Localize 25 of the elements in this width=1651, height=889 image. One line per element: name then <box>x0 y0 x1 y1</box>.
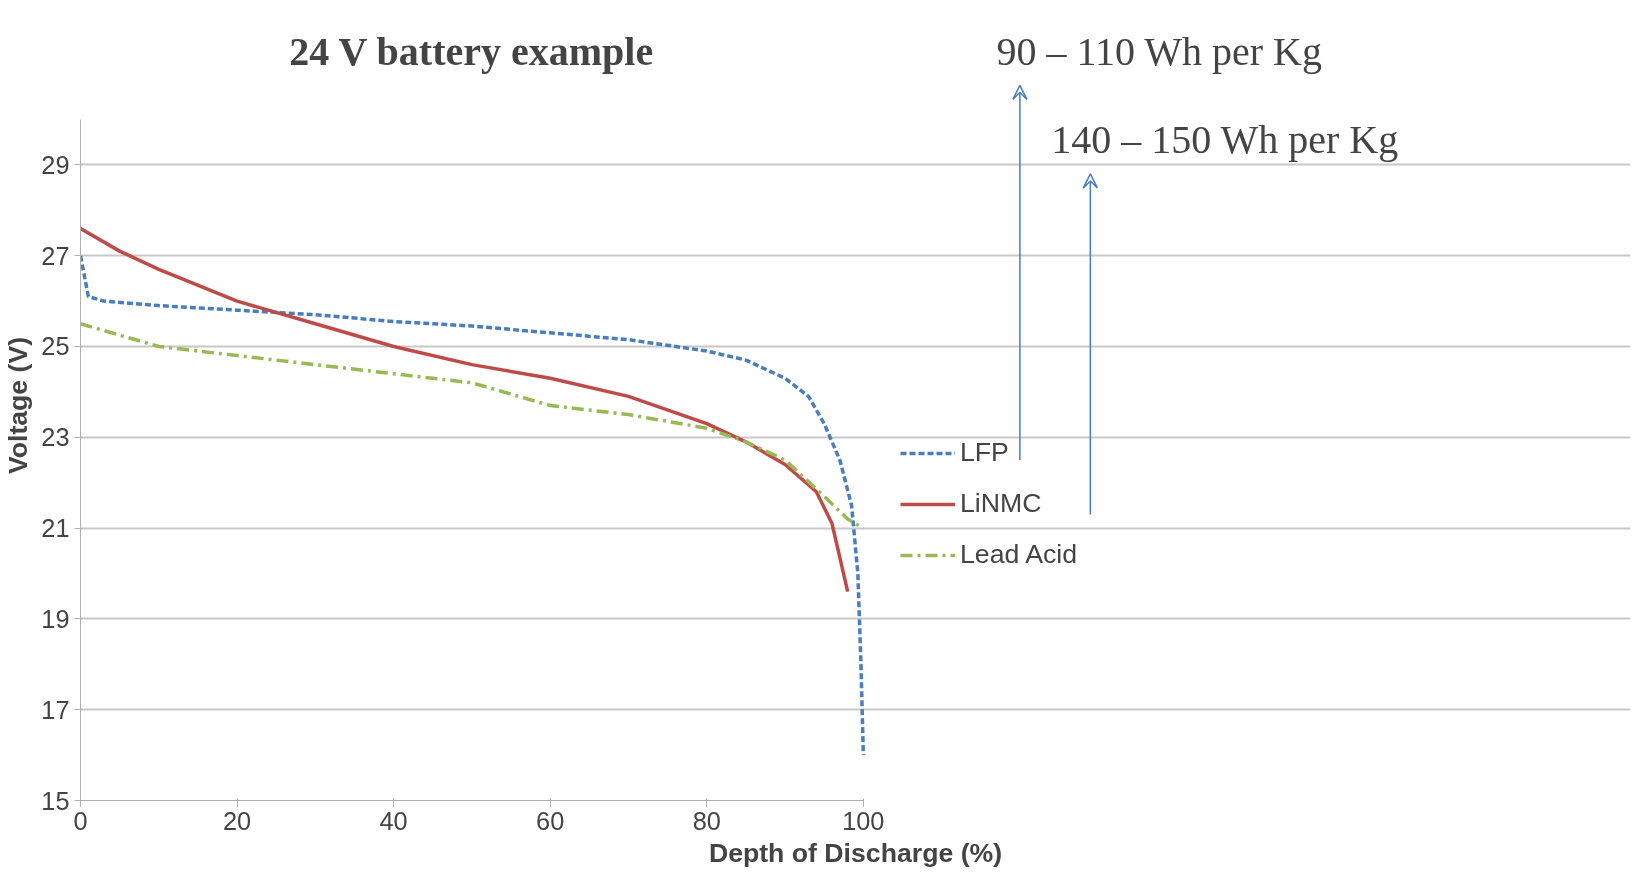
x-axis-title: Depth of Discharge (%) <box>708 837 1003 868</box>
y-axis-title: Voltage (V) <box>3 336 34 475</box>
legend-label: Lead Acid <box>960 539 1078 570</box>
x-tick-label: 100 <box>842 806 885 835</box>
chart-title: 24 V battery example <box>289 28 654 74</box>
line-series <box>80 253 866 757</box>
line-series <box>80 322 866 530</box>
x-tick-label: 40 <box>379 806 408 835</box>
y-tick-label: 17 <box>41 695 70 724</box>
x-tick-label: 0 <box>73 806 88 835</box>
y-tick-label: 15 <box>41 786 70 815</box>
y-tick-label: 23 <box>41 423 70 452</box>
legend-label: LiNMC <box>960 488 1042 519</box>
x-tick-label: 20 <box>222 806 252 835</box>
line-series <box>80 226 850 594</box>
text: 90 – 110 Wh per Kg <box>996 28 1322 74</box>
y-tick-label: 19 <box>41 604 70 633</box>
y-tick-label: 25 <box>41 332 70 361</box>
x-tick-label: 80 <box>692 806 721 835</box>
y-tick-label: 21 <box>41 514 70 543</box>
x-tick-label: 60 <box>536 806 565 835</box>
text: 140 – 150 Wh per Kg <box>1051 117 1399 163</box>
y-tick-label: 27 <box>41 241 70 270</box>
legend-label: LFP <box>960 437 1009 468</box>
y-tick-label: 29 <box>41 150 70 179</box>
